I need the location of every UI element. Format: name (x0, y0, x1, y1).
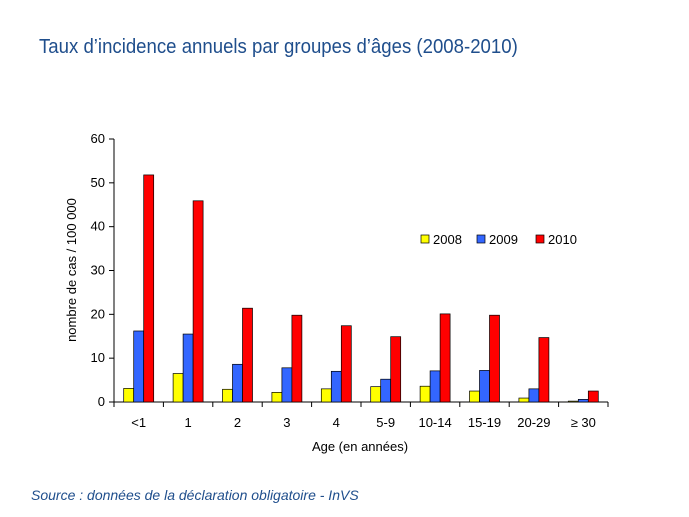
bar-2010-3 (291, 314, 303, 403)
bar-2008-2 (222, 388, 233, 403)
y-tick-label: 50 (91, 175, 105, 190)
y-tick-label: 30 (91, 263, 105, 278)
bar-2009-5 (380, 378, 392, 403)
x-tick-label: 15-19 (468, 415, 501, 430)
y-tick-label: 0 (98, 394, 105, 409)
bar-2009-0 (133, 330, 145, 403)
y-axis: 0 10 20 30 40 50 60 (91, 131, 115, 409)
legend-swatch-2010 (535, 234, 545, 244)
bar-2010-7 (489, 314, 500, 403)
x-tick-label: 10-14 (418, 415, 451, 430)
bars (123, 174, 599, 403)
bar-2010-2 (242, 307, 253, 403)
bar-2008-9 (567, 400, 579, 403)
bar-2009-6 (429, 370, 441, 403)
bar-2008-4 (320, 388, 332, 403)
x-tick-label: 4 (333, 415, 340, 430)
bar-2010-6 (439, 313, 451, 403)
x-axis-label: Age (en années) (312, 439, 408, 454)
x-tick-label: <1 (131, 415, 146, 430)
x-axis: <1 1 2 3 4 5-9 10-14 15-19 20-29 ≥ 30 (113, 401, 609, 430)
bar-2009-9 (577, 399, 589, 403)
x-tick-label: 20-29 (517, 415, 550, 430)
bar-2008-1 (172, 373, 184, 403)
legend-label-2010: 2010 (548, 232, 577, 247)
x-tick-label: 5-9 (376, 415, 395, 430)
page-title: Taux d’incidence annuels par groupes d’â… (39, 36, 518, 58)
legend-swatch-2008 (420, 234, 430, 244)
y-axis-label: nombre de cas / 100 000 (64, 198, 79, 342)
bar-2009-1 (182, 333, 194, 403)
bar-2009-8 (528, 388, 540, 403)
legend-label-2008: 2008 (433, 232, 462, 247)
legend-label-2009: 2009 (489, 232, 518, 247)
bar-2009-4 (330, 370, 342, 403)
bar-2009-7 (479, 370, 490, 403)
bar-2009-2 (232, 363, 243, 403)
bar-2008-7 (469, 390, 480, 403)
bar-2010-5 (390, 336, 402, 403)
bar-2008-6 (419, 385, 431, 403)
y-tick-label: 60 (91, 131, 105, 146)
bar-2008-3 (271, 392, 283, 403)
x-tick-label: 1 (184, 415, 191, 430)
y-tick-label: 10 (91, 350, 105, 365)
x-tick-label: 3 (283, 415, 290, 430)
y-tick-label: 40 (91, 219, 105, 234)
y-tick-label: 20 (91, 306, 105, 321)
bar-2010-4 (340, 325, 352, 403)
x-tick-label: ≥ 30 (571, 415, 596, 430)
legend-swatch-2009 (476, 234, 486, 244)
bar-2008-0 (123, 388, 135, 403)
legend: 2008 2009 2010 (420, 232, 577, 247)
bar-2010-0 (143, 174, 155, 403)
bar-2010-8 (538, 337, 550, 403)
bar-2008-8 (518, 397, 530, 403)
bar-2009-3 (281, 367, 293, 403)
bar-2010-1 (192, 200, 204, 403)
x-tick-label: 2 (234, 415, 241, 430)
bar-2008-5 (370, 386, 382, 403)
bar-2010-9 (587, 390, 599, 403)
source-note: Source : données de la déclaration oblig… (31, 487, 359, 503)
